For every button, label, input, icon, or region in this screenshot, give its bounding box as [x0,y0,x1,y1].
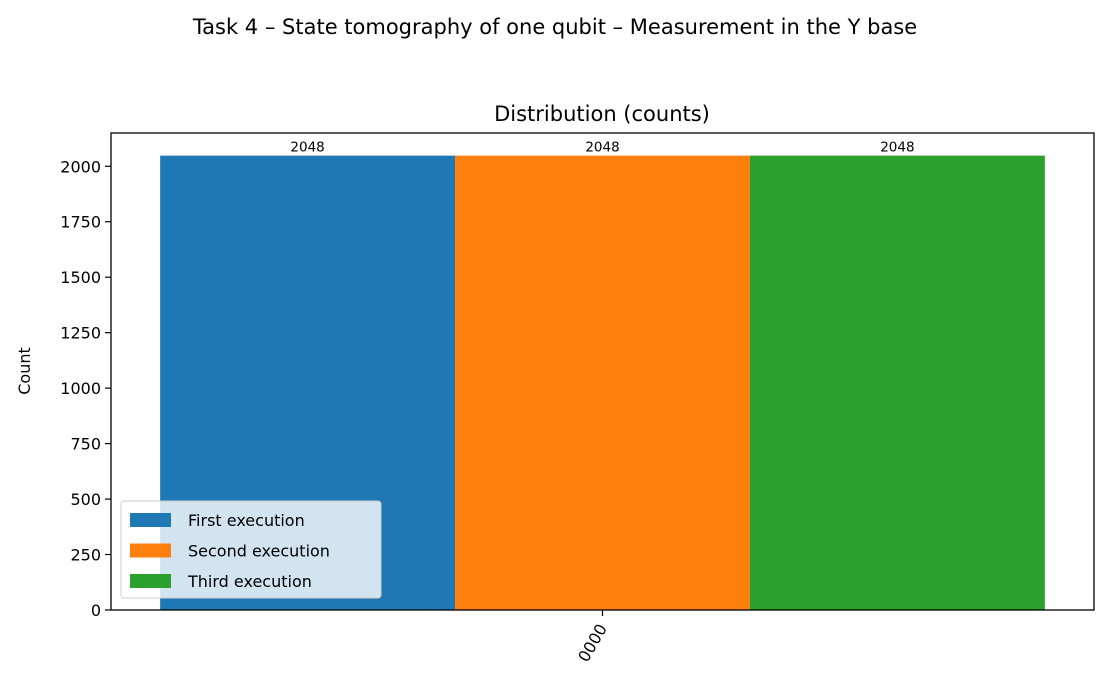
legend-entry-2: Second execution [188,542,330,561]
bar-data-label: 2048 [880,140,914,156]
y-tick-label: 1000 [60,379,101,398]
plot-bars [160,155,1045,610]
bar-2-0000 [455,155,750,610]
y-tick-label: 250 [70,546,101,565]
y-axis-ticks: 0 250 500 750 1000 1250 1500 1750 2000 [60,157,111,620]
legend: First execution Second execution Third exe… [120,500,382,599]
chart-title: Distribution (counts) [494,102,710,126]
bar-3-0000 [749,155,1045,610]
y-tick-label: 0 [91,601,101,620]
y-tick-label: 1750 [60,213,101,232]
x-tick-label: 0000 [574,621,611,666]
legend-swatch-2 [130,543,171,558]
bar-data-labels: 2048 2048 2048 [290,140,914,156]
figure-suptitle: Task 4 – State tomography of one qubit –… [192,15,917,39]
plot-frame [110,132,1095,611]
legend-box [120,500,382,599]
bar-data-label: 2048 [585,140,619,156]
y-tick-label: 750 [70,435,101,454]
x-axis-ticks: 0000 [574,610,611,665]
legend-entry-3: Third execution [187,572,312,591]
y-tick-label: 2000 [60,157,101,176]
legend-swatch-3 [130,574,171,588]
bar-data-label: 2048 [290,140,324,156]
y-tick-label: 1500 [60,268,101,287]
legend-swatch-1 [130,513,171,527]
legend-entry-1: First execution [188,511,305,530]
y-axis-label: Count [15,347,34,395]
y-tick-label: 500 [70,490,101,509]
y-tick-label: 1250 [60,324,101,343]
